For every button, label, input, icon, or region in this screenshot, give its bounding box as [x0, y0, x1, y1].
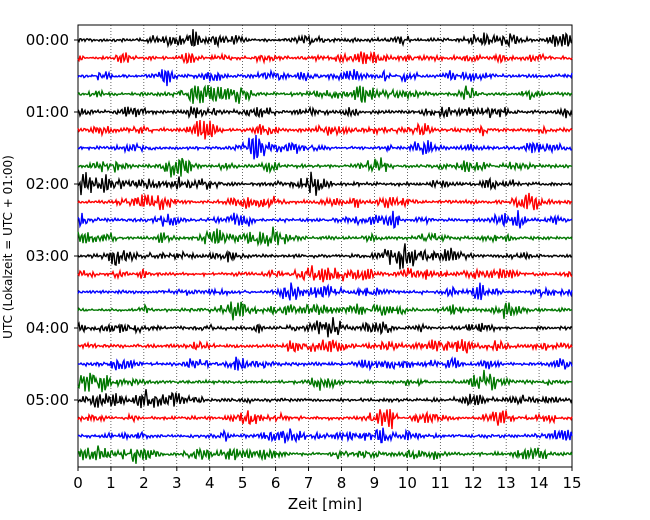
trace-line [77, 265, 573, 283]
y-tick-label: 00:00 [26, 31, 69, 49]
x-tick-label: 2 [139, 474, 149, 492]
x-tick-label: 12 [464, 474, 483, 492]
x-tick-label: 3 [172, 474, 182, 492]
y-tick-label: 01:00 [26, 103, 69, 121]
x-tick-label: 8 [337, 474, 347, 492]
trace-line [77, 157, 573, 178]
x-tick-label: 9 [370, 474, 380, 492]
trace-line [77, 369, 573, 393]
trace-line [77, 282, 573, 301]
trace-line [77, 338, 573, 354]
x-axis-ticks: 0 1 2 3 4 5 6 7 8 9 10 11 12 13 14 15 [73, 467, 582, 492]
y-tick-label: 05:00 [26, 391, 69, 409]
trace-line [77, 171, 573, 196]
x-axis-label: Zeit [min] [288, 495, 362, 513]
trace-line [77, 119, 573, 140]
x-tick-label: 0 [73, 474, 83, 492]
y-axis-label: UTC (Lokalzeit = UTC + 01:00) [1, 155, 15, 339]
trace-line [77, 29, 573, 49]
y-tick-label: 03:00 [26, 247, 69, 265]
y-tick-label: 02:00 [26, 175, 69, 193]
trace-line [77, 427, 573, 444]
trace-line [77, 445, 573, 464]
trace-line [77, 134, 573, 160]
x-tick-label: 15 [562, 474, 581, 492]
trace-line [77, 210, 573, 229]
x-tick-label: 5 [238, 474, 248, 492]
x-tick-label: 6 [271, 474, 281, 492]
trace-line [77, 226, 573, 248]
trace-line [77, 356, 573, 372]
trace-line [77, 243, 573, 270]
trace-line [77, 389, 573, 409]
plot-area-frame [77, 24, 573, 468]
x-tick-label: 4 [205, 474, 215, 492]
y-axis-ticks: 00:00 01:00 02:00 03:00 04:00 05:00 [26, 31, 78, 409]
trace-line [77, 301, 573, 321]
trace-line [77, 409, 573, 430]
trace-line [77, 317, 573, 338]
x-tick-label: 1 [106, 474, 116, 492]
x-tick-label: 10 [398, 474, 417, 492]
trace-line [77, 192, 573, 211]
x-tick-label: 11 [431, 474, 450, 492]
trace-line [77, 50, 573, 65]
x-tick-label: 14 [530, 474, 549, 492]
y-tick-label: 04:00 [26, 319, 69, 337]
x-tick-label: 7 [304, 474, 314, 492]
trace-line [77, 105, 573, 120]
trace-line [77, 84, 573, 104]
x-tick-label: 13 [497, 474, 516, 492]
seismic-traces [77, 29, 573, 464]
trace-line [77, 68, 573, 87]
